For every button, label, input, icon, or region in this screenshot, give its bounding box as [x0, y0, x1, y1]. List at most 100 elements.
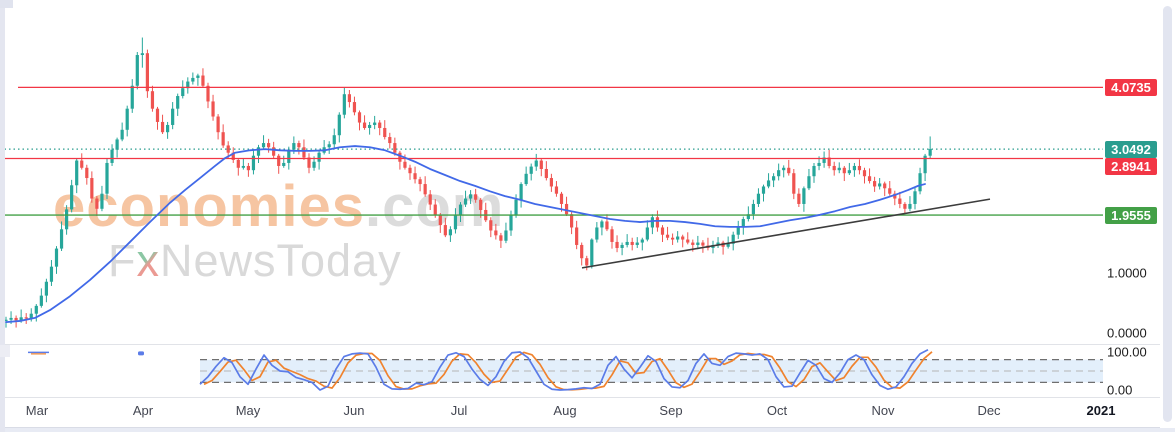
candle-body	[312, 161, 316, 168]
candle-body	[741, 219, 745, 228]
candle-body	[393, 143, 397, 153]
candle-body	[580, 244, 584, 259]
candle-body	[186, 81, 190, 89]
candle-body	[691, 242, 695, 245]
candle-body	[852, 165, 856, 171]
price-axis-tag[interactable]: 1.9555	[1105, 207, 1157, 224]
stoch-early-dot	[138, 351, 144, 356]
candle-body	[686, 239, 690, 243]
candle-body	[862, 170, 867, 177]
candle-body	[529, 166, 533, 174]
candle-body	[797, 193, 801, 204]
candle-body	[660, 227, 665, 235]
candle-body	[817, 162, 821, 166]
stoch-k-line[interactable]	[199, 348, 929, 391]
candle-body	[822, 157, 826, 163]
candle-body	[549, 178, 553, 187]
vertical-scrollbar-thumb[interactable]	[1163, 6, 1172, 422]
candle-body	[701, 242, 705, 246]
price-axis-tag[interactable]: 3.0492	[1105, 141, 1157, 158]
oscillator-axis-label: 100.00	[1107, 344, 1147, 360]
candle-body	[600, 221, 604, 228]
candle-body	[494, 230, 498, 236]
candle-body	[150, 91, 155, 109]
candle-body	[867, 176, 872, 182]
candle-body	[761, 186, 766, 194]
price-axis-tag[interactable]: 2.8941	[1105, 158, 1157, 175]
candle-body	[155, 108, 160, 122]
candle-body	[428, 194, 432, 205]
candle-body	[408, 167, 412, 174]
candle-body	[292, 143, 296, 150]
time-axis-label[interactable]: Sep	[659, 403, 683, 418]
candle-body	[726, 243, 730, 247]
candle-body	[378, 122, 382, 128]
price-axis-tag[interactable]: 4.0735	[1105, 79, 1157, 96]
time-axis-label[interactable]: Jun	[343, 403, 365, 418]
candle-body	[337, 114, 341, 136]
candle-body	[413, 173, 417, 180]
candle-body	[489, 220, 493, 231]
candle-body	[327, 144, 331, 148]
candle-body	[479, 199, 483, 210]
candle-body	[34, 305, 38, 314]
candle-body	[474, 194, 478, 200]
candle-body	[438, 214, 442, 226]
time-axis-label[interactable]: Mar	[25, 403, 49, 418]
candle-body	[80, 160, 84, 168]
candle-body	[130, 85, 134, 109]
time-axis-label[interactable]: Oct	[766, 403, 788, 418]
stoch-band	[200, 359, 1103, 383]
pane-separator[interactable]	[0, 344, 1160, 345]
candle-body	[75, 160, 79, 186]
candle-body	[575, 227, 579, 245]
horizontal-scrollbar-track[interactable]	[0, 428, 1175, 432]
candle-body	[923, 155, 927, 174]
candle-body	[191, 77, 195, 82]
candle-body	[832, 165, 836, 171]
candle-body	[782, 167, 786, 171]
candle-body	[160, 121, 165, 133]
time-axis-label[interactable]: Aug	[553, 403, 577, 418]
candle-body	[100, 193, 104, 209]
candle-body	[913, 191, 917, 204]
candle-body	[539, 160, 543, 169]
candle-body	[610, 229, 614, 242]
candle-body	[246, 165, 250, 171]
candle-body	[635, 242, 639, 245]
candle-body	[90, 178, 94, 199]
candle-body	[847, 170, 851, 174]
watermark-sub-post: NewsToday	[160, 235, 402, 286]
candle-body	[671, 237, 675, 240]
left-scrollbar-track[interactable]	[0, 0, 5, 432]
time-axis-label[interactable]: Apr	[132, 403, 154, 418]
watermark-subtitle: FxNewsToday	[108, 238, 504, 283]
candle-body	[24, 317, 28, 319]
moving-average-line[interactable]	[5, 145, 926, 324]
time-axis-label[interactable]: Dec	[977, 403, 1001, 418]
candle-body	[176, 96, 180, 109]
candle-body	[115, 139, 119, 150]
candle-body	[166, 124, 170, 133]
candle-body	[514, 199, 518, 215]
candle-body	[807, 176, 811, 189]
candle-body	[226, 145, 230, 153]
time-axis-label[interactable]: Nov	[871, 403, 895, 418]
candle-body	[140, 53, 144, 56]
candle-body	[640, 239, 644, 243]
candle-body	[171, 108, 175, 125]
axis-separator	[0, 397, 1160, 398]
candle-body	[110, 149, 114, 163]
candle-body	[908, 203, 912, 209]
candle-body	[585, 258, 589, 266]
candle-body	[282, 162, 286, 166]
trendline[interactable]	[581, 198, 991, 269]
time-axis-label[interactable]: Jul	[450, 403, 468, 418]
candle-body	[620, 244, 624, 248]
time-axis-label[interactable]: May	[235, 403, 261, 418]
time-axis-label[interactable]: 2021	[1086, 403, 1116, 418]
candle-body	[766, 180, 771, 187]
candle-body	[206, 85, 210, 102]
candle-body	[696, 242, 700, 245]
